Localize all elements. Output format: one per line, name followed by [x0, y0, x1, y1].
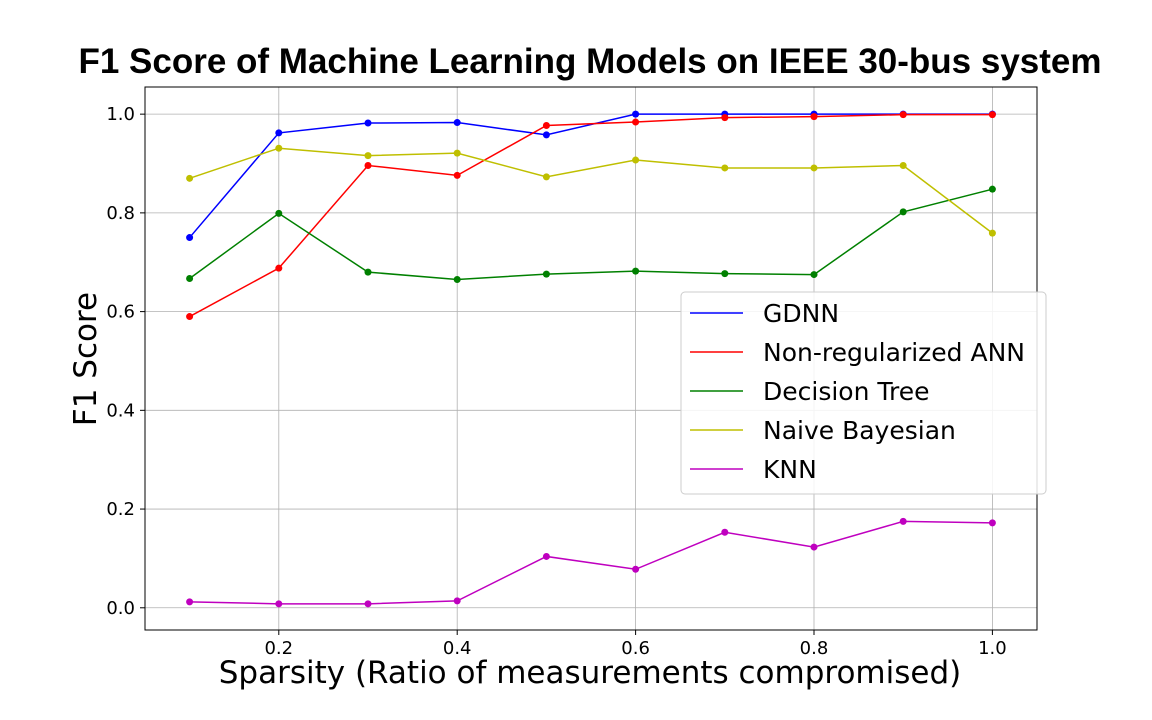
- data-point-naive-bayesian: [186, 174, 194, 182]
- data-point-decision-tree: [186, 275, 194, 283]
- data-point-knn: [899, 517, 907, 525]
- legend-label-decision-tree: Decision Tree: [763, 377, 929, 406]
- data-point-naive-bayesian: [632, 156, 640, 164]
- data-point-decision-tree: [810, 271, 818, 279]
- data-point-naive-bayesian: [810, 164, 818, 172]
- x-tick-label: 0.8: [800, 638, 829, 659]
- y-axis-ticks: 0.0 0.2 0.4 0.6 0.8 1.0: [106, 104, 145, 619]
- y-tick-label: 0.6: [106, 302, 135, 323]
- y-tick-label: 0.4: [106, 400, 135, 421]
- y-tick-label: 1.0: [106, 104, 135, 125]
- series-line-gdnn: [189, 113, 993, 239]
- series-line-naive-bayesian: [189, 147, 993, 234]
- data-point-non-regularized-ann: [721, 114, 729, 122]
- y-tick-label: 0.8: [106, 203, 135, 224]
- series-gdnn: [186, 110, 996, 242]
- data-point-naive-bayesian: [721, 164, 729, 172]
- series-line-decision-tree: [189, 188, 993, 281]
- data-point-naive-bayesian: [988, 229, 996, 237]
- data-point-knn: [632, 565, 640, 573]
- data-point-naive-bayesian: [453, 149, 461, 157]
- data-point-decision-tree: [275, 209, 283, 217]
- data-point-naive-bayesian: [899, 161, 907, 169]
- legend-label-gdnn: GDNN: [763, 299, 839, 328]
- data-point-knn: [275, 600, 283, 608]
- x-axis-label: Sparsity (Ratio of measurements compromi…: [219, 655, 962, 691]
- data-point-gdnn: [542, 131, 550, 139]
- data-point-knn: [988, 519, 996, 527]
- data-point-decision-tree: [542, 270, 550, 278]
- legend: GDNN Non-regularized ANN Decision Tree Naiv…: [680, 291, 1047, 495]
- data-point-knn: [186, 598, 194, 606]
- legend-label-non-regularized-ann: Non-regularized ANN: [763, 338, 1025, 367]
- y-tick-label: 0.2: [106, 499, 135, 520]
- data-point-gdnn: [275, 129, 283, 137]
- data-point-gdnn: [364, 119, 372, 127]
- series-decision-tree: [186, 185, 996, 284]
- data-point-non-regularized-ann: [899, 111, 907, 119]
- data-point-decision-tree: [899, 208, 907, 216]
- data-point-knn: [453, 597, 461, 605]
- data-point-non-regularized-ann: [364, 161, 372, 169]
- data-point-knn: [364, 600, 372, 608]
- data-point-non-regularized-ann: [542, 122, 550, 130]
- series-knn: [186, 517, 996, 608]
- x-tick-label: 0.4: [443, 638, 472, 659]
- series-line-non-regularized-ann: [189, 113, 993, 318]
- data-point-knn: [542, 552, 550, 560]
- series-non-regularized-ann: [186, 111, 996, 321]
- x-tick-label: 1.0: [978, 638, 1007, 659]
- data-point-non-regularized-ann: [275, 264, 283, 272]
- data-point-decision-tree: [364, 268, 372, 276]
- series-group: [186, 110, 996, 608]
- chart-title: F1 Score of Machine Learning Models on I…: [78, 42, 1101, 81]
- data-point-knn: [721, 528, 729, 536]
- data-point-knn: [810, 543, 818, 551]
- data-point-non-regularized-ann: [632, 118, 640, 126]
- data-point-naive-bayesian: [542, 173, 550, 181]
- x-tick-label: 0.2: [264, 638, 293, 659]
- y-axis-label: F1 Score: [68, 292, 104, 426]
- data-point-non-regularized-ann: [810, 113, 818, 121]
- x-tick-label: 0.6: [621, 638, 650, 659]
- data-point-non-regularized-ann: [186, 313, 194, 321]
- series-line-knn: [189, 520, 993, 605]
- data-point-naive-bayesian: [364, 152, 372, 160]
- data-point-gdnn: [453, 119, 461, 127]
- legend-box: [680, 291, 1047, 495]
- data-point-gdnn: [186, 234, 194, 242]
- legend-label-naive-bayesian: Naive Bayesian: [763, 416, 956, 445]
- data-point-decision-tree: [988, 185, 996, 193]
- data-point-non-regularized-ann: [988, 111, 996, 119]
- data-point-decision-tree: [632, 267, 640, 275]
- data-point-gdnn: [632, 110, 640, 118]
- data-point-decision-tree: [721, 270, 729, 278]
- x-axis-ticks: 0.2 0.4 0.6 0.8 1.0: [264, 630, 1007, 659]
- y-tick-label: 0.0: [106, 598, 135, 619]
- data-point-naive-bayesian: [275, 144, 283, 152]
- series-naive-bayesian: [186, 144, 996, 237]
- legend-label-knn: KNN: [763, 455, 817, 484]
- data-point-decision-tree: [453, 276, 461, 284]
- data-point-non-regularized-ann: [453, 171, 461, 179]
